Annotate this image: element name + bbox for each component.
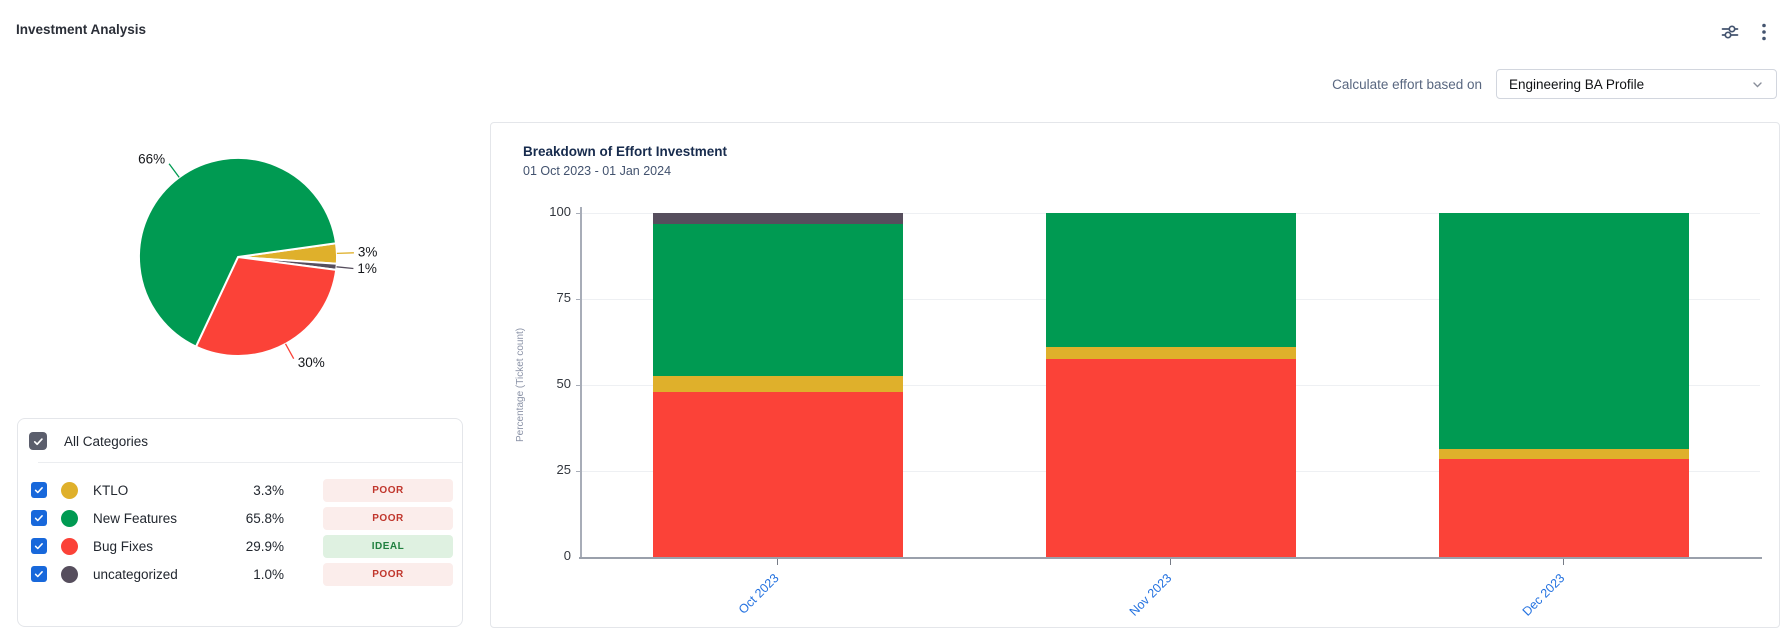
category-rating-badge: IDEAL [323,534,453,558]
more-menu-button[interactable] [1760,21,1768,46]
pie-label-line [336,266,354,270]
category-color-dot [61,565,78,583]
pie-percentage-label-new-features: 66% [138,152,165,167]
header-toolbar [1718,20,1768,47]
x-axis-label: Dec 2023 [1519,571,1568,619]
category-row-ktlo: KTLO 3.3% POOR [18,476,462,504]
category-rating-badge: POOR [323,506,453,530]
category-row-uncategorized: uncategorized 1.0% POOR [18,560,462,588]
categories-list: KTLO 3.3% POOR New Features 65.8% POOR Bug Fix… [18,463,462,588]
category-color-dot [61,537,78,555]
pie-percentage-label-ktlo: 3% [358,245,378,260]
page-title: Investment Analysis [16,22,147,37]
pie-percentage-label-uncategorized: 1% [357,261,377,276]
all-categories-row: All Categories [18,419,462,462]
category-checkbox[interactable] [31,482,47,498]
pie-label-line [284,343,295,360]
all-categories-checkbox[interactable] [29,432,47,450]
category-checkbox[interactable] [31,538,47,554]
y-tick [576,212,581,214]
category-label: New Features [93,510,178,526]
y-tick [576,384,581,386]
list-divider [38,462,462,463]
bar-segment-ktlo-dec-2023[interactable] [1438,448,1689,459]
effort-breakdown-card: Breakdown of Effort Investment 01 Oct 20… [490,122,1780,628]
bar-segment-new-features-nov-2023[interactable] [1045,213,1296,348]
category-row-bug-fixes: Bug Fixes 29.9% IDEAL [18,532,462,560]
x-axis-label: Nov 2023 [1126,571,1175,619]
category-label: Bug Fixes [93,538,154,554]
category-value: 3.3% [253,482,284,498]
y-tick [576,470,581,472]
bar-segment-uncategorized-oct-2023[interactable] [652,213,903,225]
bar-segment-new-features-dec-2023[interactable] [1438,213,1689,449]
y-tick-label: 75 [556,290,571,305]
y-tick [576,298,581,300]
stacked-bar-plot: 0 25 50 75 100 Oct 2023 Nov 2023 Dec 2023 [549,204,1762,619]
category-color-dot [61,481,78,499]
category-value: 1.0% [253,566,284,582]
all-categories-label: All Categories [64,433,149,449]
pie-label-line [336,252,354,255]
profile-select[interactable]: Engineering BA Profile [1496,69,1777,99]
kebab-menu-icon [1762,23,1766,44]
x-axis-line [579,557,1762,559]
y-tick-label: 25 [556,462,571,477]
bar-segment-ktlo-nov-2023[interactable] [1045,347,1296,360]
category-label: KTLO [93,482,129,498]
category-value: 65.8% [245,510,284,526]
profile-select-value: Engineering BA Profile [1509,76,1645,92]
sliders-icon [1720,22,1740,45]
calculate-effort-label: Calculate effort based on [1332,76,1482,92]
category-rating-badge: POOR [323,562,453,586]
gridline [581,212,1760,214]
filter-settings-button[interactable] [1718,20,1742,47]
bar-segment-ktlo-oct-2023[interactable] [652,376,903,392]
categories-card: All Categories KTLO 3.3% POOR New Features 6… [17,418,463,627]
category-checkbox[interactable] [31,510,47,526]
chart-date-range: 01 Oct 2023 - 01 Jan 2024 [523,164,672,178]
category-value: 29.9% [245,538,284,554]
x-tick [1170,559,1171,565]
y-tick-label: 50 [556,376,571,391]
bar-segment-bug-fixes-dec-2023[interactable] [1438,458,1689,557]
x-axis-label: Oct 2023 [735,571,782,617]
category-row-new-features: New Features 65.8% POOR [18,504,462,532]
bar-segment-bug-fixes-nov-2023[interactable] [1045,359,1296,557]
y-tick-label: 0 [563,548,571,563]
category-label: uncategorized [93,566,178,582]
y-tick-label: 100 [549,204,571,219]
y-axis-line [580,207,582,557]
category-color-dot [61,509,78,527]
category-rating-badge: POOR [323,478,453,502]
chart-title: Breakdown of Effort Investment [523,144,728,159]
bar-segment-new-features-oct-2023[interactable] [652,224,903,377]
x-tick [777,559,778,565]
investment-pie-chart: 3% 1% 30% 66% [0,100,440,420]
bar-segment-bug-fixes-oct-2023[interactable] [652,391,903,557]
pie-slice-bug-fixes[interactable] [195,256,338,357]
x-tick [1563,559,1564,565]
category-checkbox[interactable] [31,566,47,582]
pie-label-line [168,163,180,178]
chevron-down-icon [1751,77,1764,92]
effort-profile-controls: Calculate effort based on Engineering BA… [1332,69,1777,99]
pie-percentage-label-bug-fixes: 30% [298,355,325,370]
